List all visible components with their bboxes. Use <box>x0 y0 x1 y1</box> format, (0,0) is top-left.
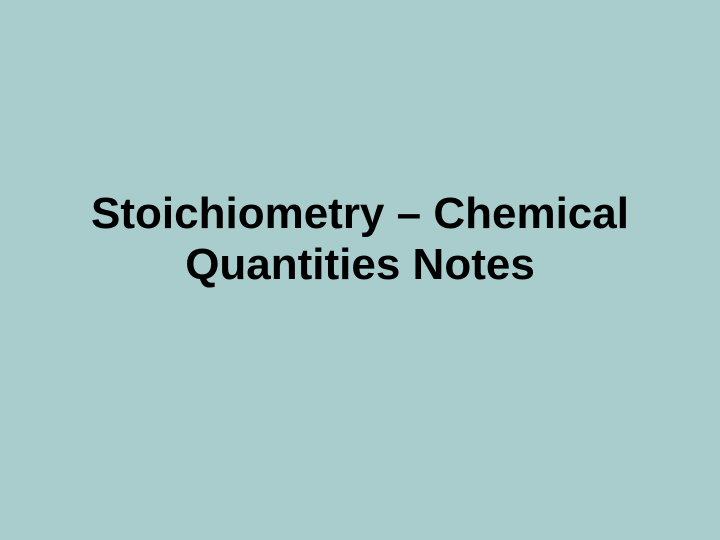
slide-title: Stoichiometry – Chemical Quantities Note… <box>60 189 660 290</box>
slide-content: Stoichiometry – Chemical Quantities Note… <box>0 189 720 290</box>
title-line-1: Stoichiometry – Chemical <box>91 189 629 238</box>
title-line-2: Quantities Notes <box>185 240 535 289</box>
